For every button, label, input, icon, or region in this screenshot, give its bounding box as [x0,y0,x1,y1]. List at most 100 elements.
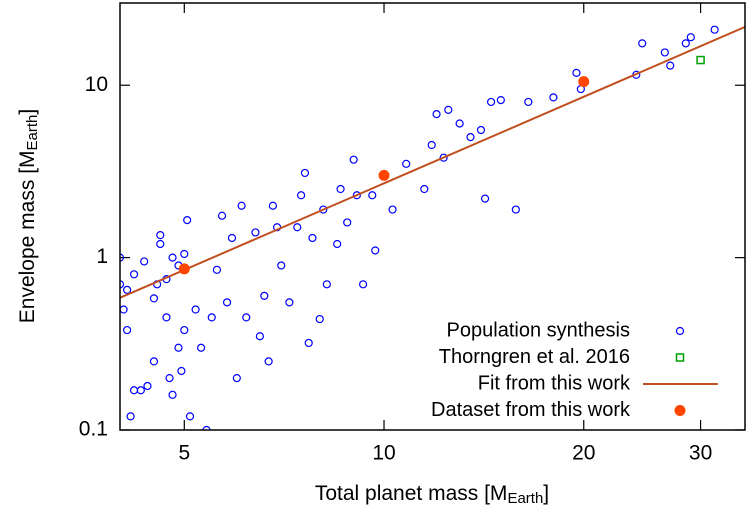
x-axis-label: Total planet mass [MEarth] [315,482,549,507]
legend-label: Fit from this work [478,372,631,394]
y-label-main: Envelope mass [M [16,150,39,323]
point [136,386,145,395]
legend-marker [674,405,686,416]
point [420,184,429,194]
plot [120,25,745,430]
legend-label: Thorngren et al. 2016 [439,346,630,368]
point [368,191,377,200]
x-tick-label: 30 [689,442,712,465]
point [439,153,448,162]
point [120,253,125,262]
fit-line [120,25,745,299]
point [686,33,695,42]
point [123,285,132,294]
point [196,343,206,352]
x-label-end: ] [543,482,549,505]
point [140,257,149,266]
y-axis-label: Envelope mass [MEarth] [16,109,41,323]
legend-marker [675,326,685,336]
point [123,325,132,335]
point [129,386,139,395]
point [178,263,190,275]
point [304,338,313,348]
point [183,216,192,225]
point [165,374,174,383]
x-tick-label: 10 [372,442,395,465]
point [496,96,505,105]
point [333,239,342,249]
point [444,105,453,114]
point [217,211,227,220]
point [149,357,159,366]
x-tick-label: 5 [178,442,190,465]
point [480,194,490,203]
point [185,412,195,421]
point [156,231,165,240]
point [427,140,436,150]
point [466,133,475,142]
point [180,325,189,335]
point [336,184,345,194]
point [578,76,590,88]
point [268,201,277,210]
point [212,265,222,274]
point [300,168,310,178]
point [251,228,260,237]
point [255,332,264,341]
point [638,39,647,48]
plot-frame [119,2,746,431]
point [315,314,324,324]
y-tick-label: 1 [96,245,108,268]
point [402,159,411,168]
point [232,374,241,383]
point [352,191,361,200]
point [572,68,581,77]
legend-label: Population synthesis [447,319,630,341]
point [285,298,294,307]
y-label-sub: Earth [24,115,41,151]
point [222,298,232,307]
point [660,48,669,57]
point [666,61,675,70]
point [120,280,125,289]
point [177,366,186,376]
point [120,305,128,314]
point [486,97,496,107]
point [149,294,159,303]
point [191,305,200,314]
point [129,270,139,279]
y-tick-label: 0.1 [79,418,108,441]
x-label-sub: Earth [507,490,543,507]
point [524,97,533,107]
point [293,223,302,232]
point [359,280,368,289]
point [242,313,251,322]
point [227,233,237,243]
point [156,239,165,249]
y-label-end: ] [16,109,39,115]
point [549,93,558,102]
point [168,253,177,262]
point [710,25,719,34]
point [349,155,358,164]
point [388,205,397,214]
point [126,412,135,421]
point [319,205,328,214]
point [511,205,520,214]
point [162,313,171,322]
point [202,425,211,430]
point [476,125,486,135]
point [143,381,152,391]
x-tick-label: 20 [572,442,595,465]
point [455,119,464,128]
point [237,201,246,210]
point [308,233,317,243]
point [264,357,273,366]
point [207,313,216,322]
point [681,39,690,48]
point [322,280,331,289]
point [432,110,441,119]
point [180,249,189,259]
y-tick-label: 10 [85,73,108,96]
